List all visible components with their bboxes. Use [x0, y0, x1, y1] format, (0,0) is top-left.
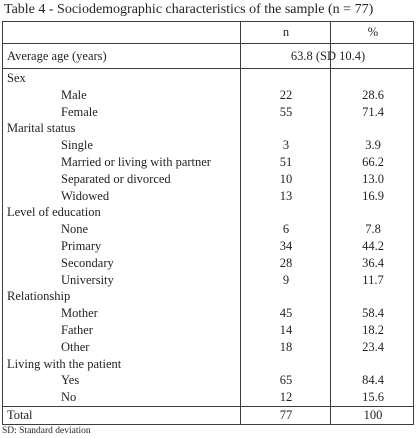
- row-label: Widowed: [61, 188, 110, 203]
- row-label: Separated or divorced: [61, 171, 171, 186]
- section-row: Living with the patient: [3, 356, 413, 373]
- table-row: Female 55 71.4: [3, 104, 413, 121]
- table-caption: Table 4 - Sociodemographic characteristi…: [4, 2, 374, 17]
- cell-pct: 7.8: [365, 222, 381, 237]
- cell-pct: 84.4: [362, 373, 384, 388]
- cell-n: 10: [279, 171, 293, 186]
- cell-pct: 71.4: [362, 104, 384, 119]
- cell-pct: 15.6: [362, 390, 384, 405]
- cell-n: 13: [279, 188, 293, 203]
- row-label: No: [61, 390, 77, 405]
- section-row: Level of education: [3, 204, 413, 221]
- cell-n: 14: [279, 323, 293, 337]
- table-row: Separated or divorced 10 13.0: [3, 171, 413, 188]
- table-row: Other 18 23.4: [3, 339, 413, 356]
- sociodemographic-table: n % Average age (years) 63.8 (SD 10.4) S…: [2, 21, 414, 425]
- cell-pct: 66.2: [362, 155, 384, 169]
- header-divider: [3, 43, 413, 44]
- table-row: Married or living with partner 51 66.2: [3, 154, 413, 171]
- table-row: Widowed 13 16.9: [3, 188, 413, 205]
- average-age-value: 63.8 (SD 10.4): [290, 49, 366, 63]
- cell-pct: 28.6: [362, 87, 384, 102]
- row-label: Secondary: [61, 255, 114, 270]
- table-row: Yes 65 84.4: [3, 372, 413, 389]
- row-label: None: [61, 222, 89, 237]
- cell-n: 6: [282, 222, 290, 237]
- table-row: Single 3 3.9: [3, 137, 413, 154]
- total-label: Total: [7, 408, 33, 422]
- section-label: Sex: [7, 71, 26, 85]
- cell-pct: 3.9: [365, 138, 381, 153]
- cell-pct: 18.2: [362, 323, 384, 337]
- row-label: University: [61, 272, 114, 287]
- cell-n: 28: [279, 255, 293, 270]
- cell-pct: 23.4: [362, 339, 384, 354]
- header-row: n %: [3, 24, 413, 41]
- table-row: Mother 45 58.4: [3, 305, 413, 322]
- cell-n: 3: [282, 138, 290, 153]
- section-label: Living with the patient: [7, 356, 122, 371]
- cell-pct: 16.9: [362, 188, 384, 203]
- cell-n: 22: [279, 87, 293, 102]
- row-label: Married or living with partner: [61, 155, 211, 169]
- cell-n: 18: [279, 339, 293, 354]
- table-row: Male 22 28.6: [3, 87, 413, 104]
- total-divider: [3, 406, 413, 407]
- cell-pct: 44.2: [362, 239, 384, 253]
- average-age-divider: [3, 68, 413, 69]
- cell-n: 45: [279, 306, 293, 321]
- cell-n: 51: [279, 155, 293, 169]
- row-label: Male: [61, 87, 87, 102]
- total-n: 77: [279, 408, 293, 422]
- row-label: Primary: [61, 239, 102, 253]
- column-divider-n: [240, 22, 241, 424]
- table-footnote: SD: Standard deviation: [2, 426, 91, 436]
- header-n: n: [282, 25, 290, 39]
- cell-pct: 36.4: [362, 255, 384, 270]
- cell-n: 55: [279, 104, 293, 119]
- cell-n: 12: [279, 390, 293, 405]
- table-row: Secondary 28 36.4: [3, 255, 413, 272]
- average-age-label: Average age (years): [7, 49, 107, 63]
- cell-n: 34: [279, 239, 293, 253]
- total-row: Total 77 100: [3, 407, 413, 424]
- section-row: Sex: [3, 70, 413, 87]
- average-age-row: Average age (years) 63.8 (SD 10.4): [3, 48, 413, 65]
- column-divider-pct: [330, 22, 331, 424]
- table-row: None 6 7.8: [3, 221, 413, 238]
- section-label: Marital status: [7, 121, 76, 136]
- cell-pct: 11.7: [362, 272, 384, 287]
- table-row: Father 14 18.2: [3, 322, 413, 339]
- section-row: Marital status: [3, 120, 413, 137]
- cell-n: 65: [279, 373, 293, 388]
- header-pct: %: [367, 25, 379, 39]
- row-label: Single: [61, 138, 93, 153]
- total-pct: 100: [363, 408, 383, 422]
- row-label: Female: [61, 104, 98, 119]
- section-row: Relationship: [3, 288, 413, 305]
- cell-pct: 58.4: [362, 306, 384, 321]
- cell-pct: 13.0: [362, 171, 384, 186]
- table-row: No 12 15.6: [3, 389, 413, 406]
- row-label: Other: [61, 339, 90, 354]
- row-label: Yes: [61, 373, 80, 388]
- section-label: Level of education: [7, 205, 101, 220]
- cell-n: 9: [282, 272, 290, 287]
- section-label: Relationship: [7, 289, 71, 304]
- table-row: Primary 34 44.2: [3, 238, 413, 255]
- table-row: University 9 11.7: [3, 272, 413, 289]
- row-label: Father: [61, 323, 93, 337]
- row-label: Mother: [61, 306, 98, 321]
